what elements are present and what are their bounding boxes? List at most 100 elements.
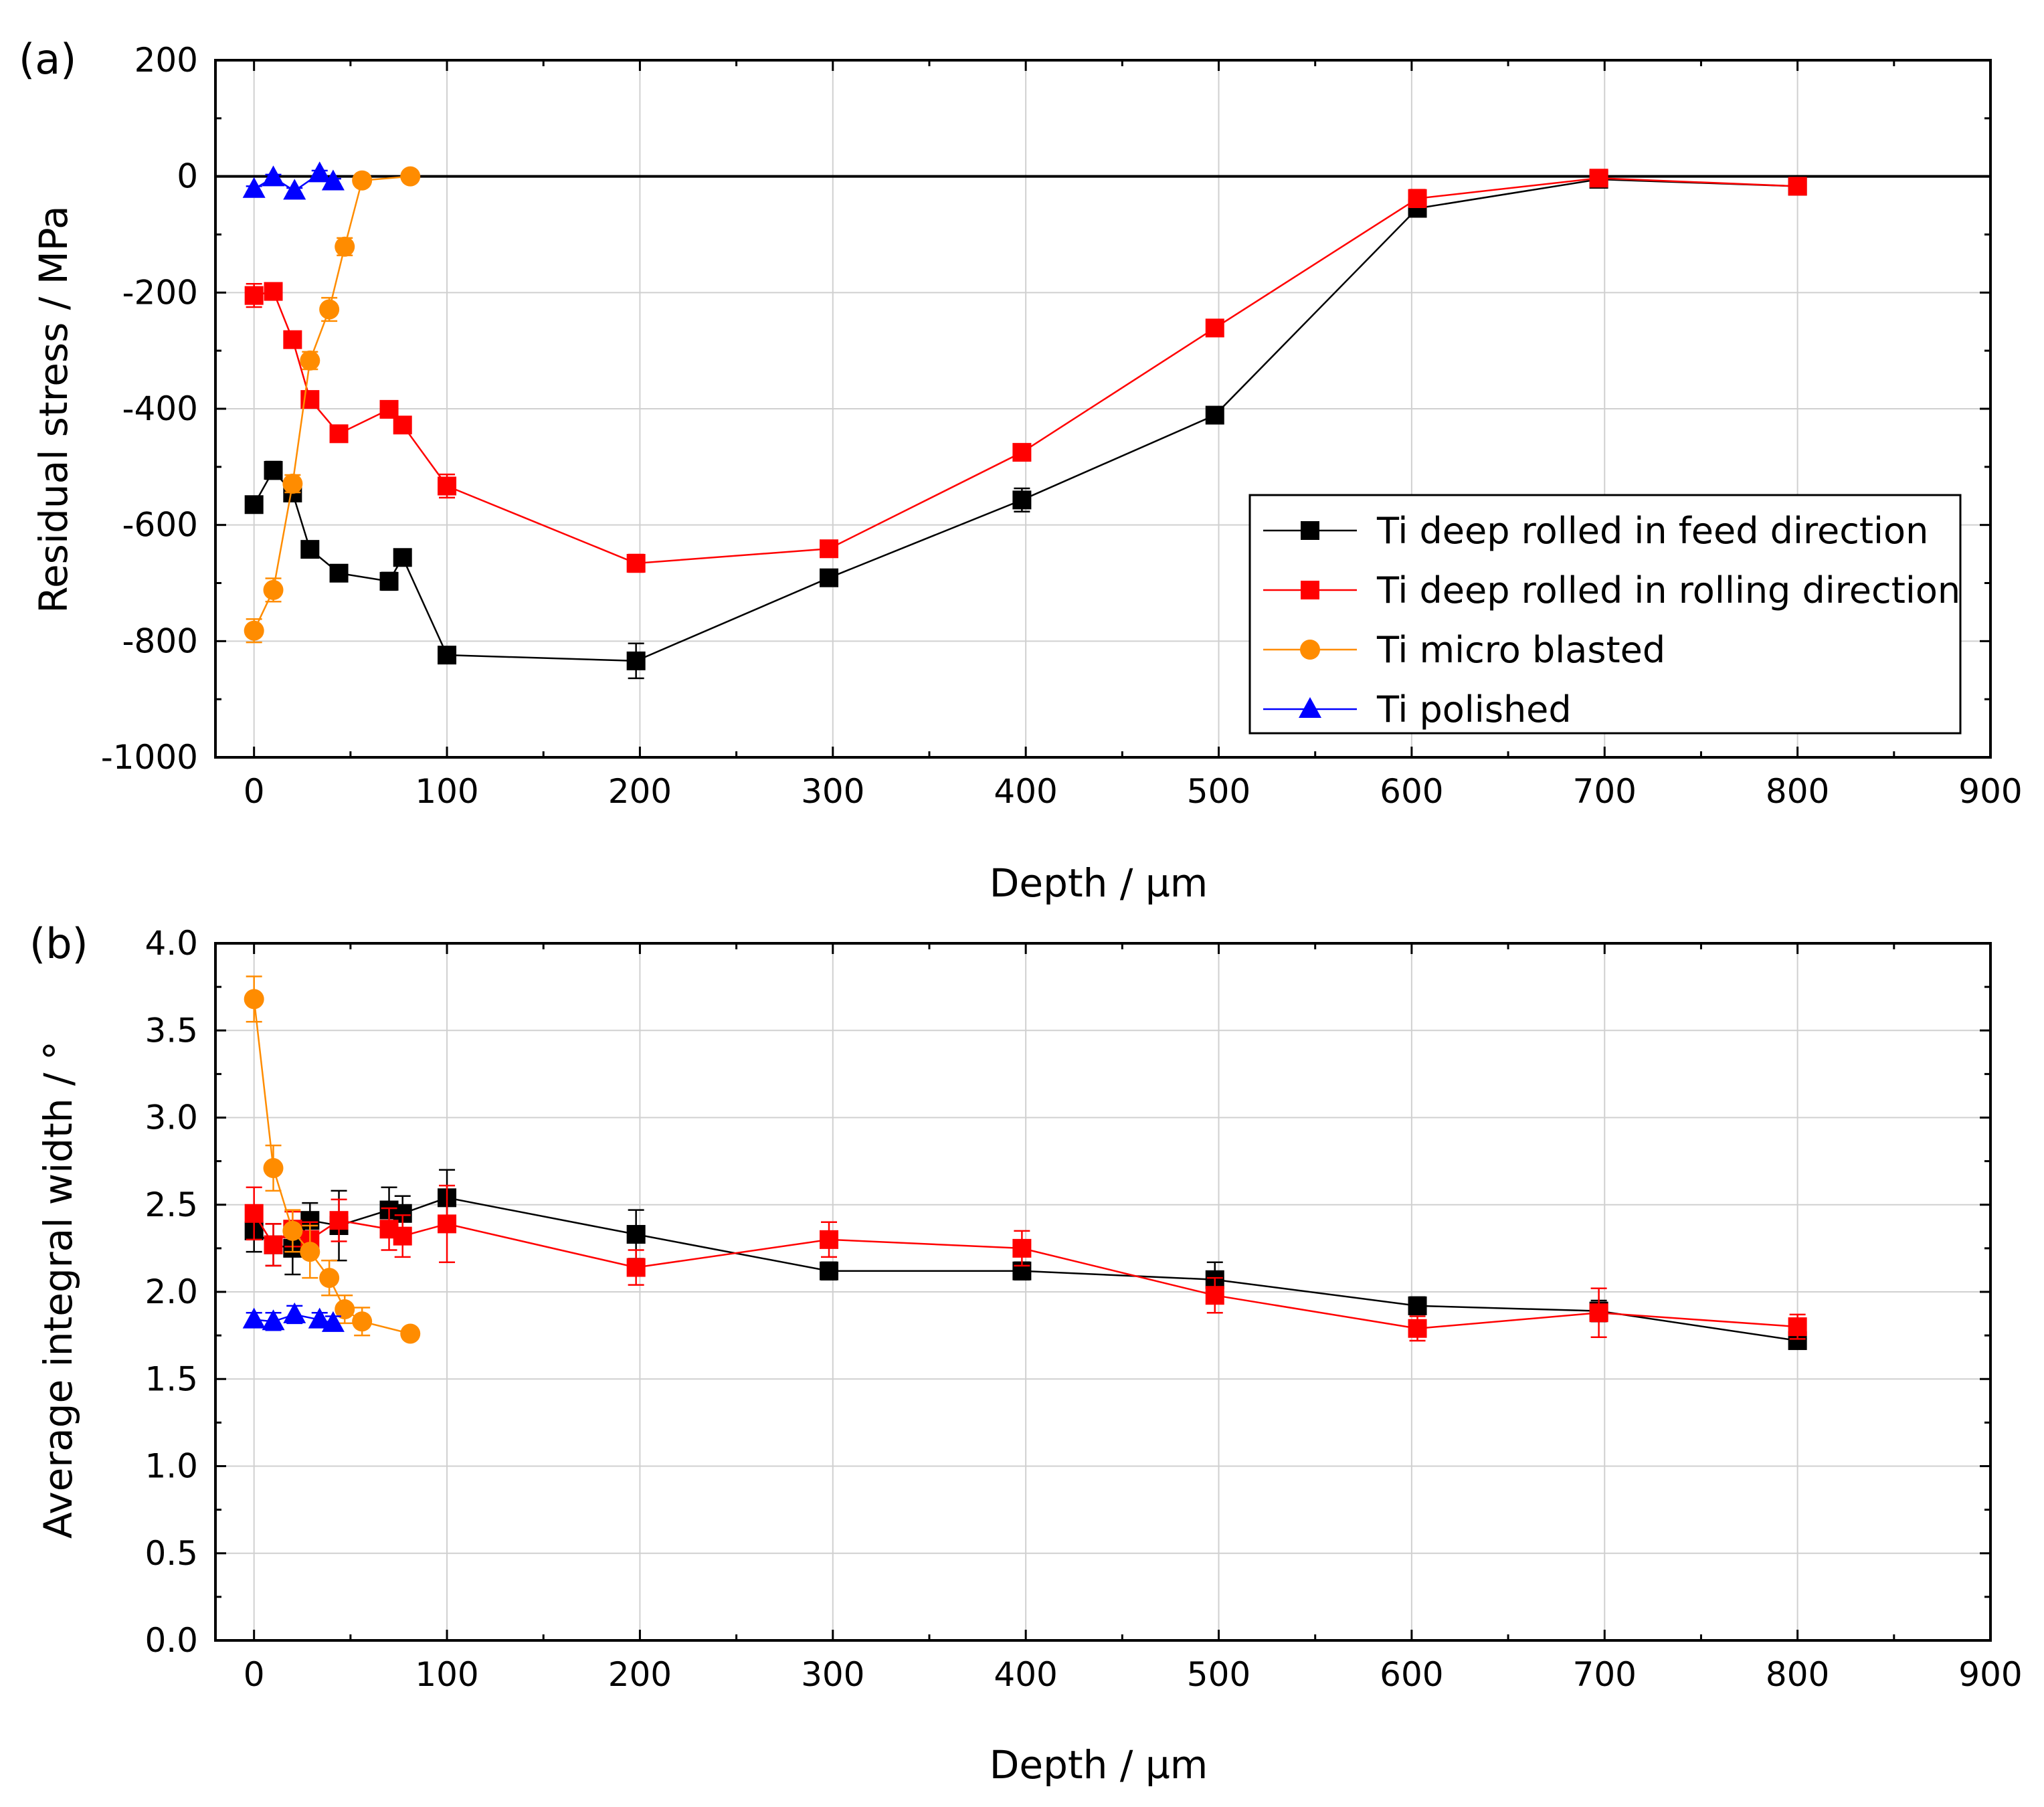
legend: Ti deep rolled in feed direction Ti deep … bbox=[1248, 494, 1962, 735]
legend-marker bbox=[1301, 581, 1319, 599]
panel-a-point-feed bbox=[264, 461, 283, 480]
panel-a-point-polished bbox=[283, 179, 306, 200]
panel-b-x-tick-label: 100 bbox=[415, 1655, 478, 1694]
panel-a-point-feed bbox=[393, 548, 412, 567]
panel-b-x-tick-label: 600 bbox=[1380, 1655, 1443, 1694]
panel-b-x-tick-label: 0 bbox=[244, 1655, 265, 1694]
panel-a-point-rolling bbox=[1205, 318, 1224, 338]
panel-a-x-tick-label: 100 bbox=[415, 772, 478, 811]
panel-b-point-rolling bbox=[264, 1235, 283, 1254]
legend-entry-blasted: Ti micro blasted bbox=[1263, 629, 1665, 671]
panel-b-point-feed bbox=[1408, 1296, 1427, 1315]
panel-a-point-blasted bbox=[335, 236, 355, 257]
panel-b-point-rolling bbox=[329, 1211, 349, 1230]
panel-a-ticks: 0 100 200 300 400 500 600 700 800 900 -1000 -800 -60… bbox=[101, 41, 2023, 811]
panel-a-y-tick-label: 200 bbox=[134, 41, 198, 80]
legend-label: Ti deep rolled in rolling direction bbox=[1376, 569, 1960, 611]
panel-a-y-tick-label: -400 bbox=[122, 389, 198, 428]
panel-b-point-blasted bbox=[244, 989, 264, 1010]
panel-a-x-tick-label: 200 bbox=[608, 772, 672, 811]
panel-b-grid bbox=[215, 943, 1990, 1640]
panel-b-point-feed bbox=[820, 1261, 839, 1280]
panel-b-point-rolling bbox=[1788, 1317, 1807, 1337]
panel-a-point-rolling bbox=[820, 539, 839, 559]
panel-a-point-rolling bbox=[264, 282, 283, 301]
panel-b-point-rolling bbox=[393, 1226, 412, 1246]
panel-b-point-blasted bbox=[400, 1323, 421, 1344]
panel-b-point-polished bbox=[262, 1309, 285, 1331]
panel-b-point-polished bbox=[321, 1311, 345, 1332]
panel-a-point-blasted bbox=[400, 166, 421, 187]
panel-b-point-feed bbox=[626, 1225, 646, 1244]
panel-a-series-polished bbox=[242, 161, 345, 200]
panel-b-y-tick-label: 2.5 bbox=[145, 1185, 198, 1224]
panel-a-point-rolling bbox=[1012, 443, 1032, 462]
panel-a-point-feed bbox=[329, 563, 349, 583]
panel-b-y-tick-label: 1.0 bbox=[145, 1447, 198, 1486]
panel-b-y-tick-label: 0.0 bbox=[145, 1621, 198, 1660]
panel-a-series-blasted bbox=[244, 166, 421, 644]
panel-a-point-rolling bbox=[329, 424, 349, 444]
panel-a-data bbox=[242, 161, 1807, 680]
panel-a-point-feed bbox=[1205, 405, 1224, 425]
panel-b-point-rolling bbox=[1589, 1303, 1608, 1323]
panel-b-x-tick-label: 500 bbox=[1187, 1655, 1250, 1694]
panel-b-point-blasted bbox=[352, 1311, 373, 1332]
panel-a-point-rolling bbox=[1589, 169, 1608, 188]
panel-a-point-rolling bbox=[379, 399, 399, 419]
panel-b-point-rolling bbox=[244, 1204, 264, 1223]
panel-a-point-blasted bbox=[319, 299, 340, 320]
panel-a-point-feed bbox=[1012, 490, 1032, 510]
panel-a-y-tick-label: -800 bbox=[122, 622, 198, 660]
panel-a-point-blasted bbox=[244, 620, 264, 641]
panel-b-point-blasted bbox=[319, 1268, 340, 1289]
panel-a-residual-stress: 0 100 200 300 400 500 600 700 800 900 -1000 -800 -60… bbox=[19, 35, 2023, 906]
panel-b-integral-width: 0 100 200 300 400 500 600 700 800 900 0.0 0.5 1.0 1.5… bbox=[29, 919, 2023, 1788]
panel-a-point-rolling bbox=[1408, 189, 1427, 208]
panel-b-point-polished bbox=[242, 1307, 266, 1329]
panel-a-point-feed bbox=[626, 651, 646, 670]
panel-b-x-tick-label: 800 bbox=[1766, 1655, 1829, 1694]
panel-b-point-blasted bbox=[335, 1299, 355, 1320]
panel-b-point-rolling bbox=[1408, 1319, 1427, 1338]
panel-b-x-tick-label: 400 bbox=[994, 1655, 1057, 1694]
panel-b-point-blasted bbox=[263, 1158, 284, 1179]
panel-a-x-tick-label: 500 bbox=[1187, 772, 1250, 811]
legend-entry-rolling: Ti deep rolled in rolling direction bbox=[1263, 569, 1960, 611]
panel-a-point-feed bbox=[438, 646, 457, 665]
panel-a-y-tick-label: -600 bbox=[122, 506, 198, 545]
panel-a-point-rolling bbox=[283, 330, 302, 349]
panel-b-y-axis-title: Average integral width / ° bbox=[35, 1041, 81, 1539]
panel-a-line-blasted bbox=[253, 175, 411, 632]
panel-a-x-axis-title: Depth / µm bbox=[990, 860, 1208, 906]
panel-a-x-tick-label: 700 bbox=[1573, 772, 1637, 811]
panel-b-label: (b) bbox=[29, 919, 88, 968]
panel-a-point-rolling bbox=[244, 286, 264, 305]
panel-a-point-blasted bbox=[263, 579, 284, 600]
panel-a-point-blasted bbox=[300, 350, 320, 371]
panel-a-point-rolling bbox=[438, 476, 457, 496]
panel-a-point-rolling bbox=[1788, 177, 1807, 196]
panel-a-x-tick-label: 900 bbox=[1958, 772, 2022, 811]
panel-a-point-feed bbox=[244, 495, 264, 514]
panel-a-x-tick-label: 0 bbox=[244, 772, 265, 811]
panel-a-point-blasted bbox=[352, 170, 373, 191]
panel-b-point-rolling bbox=[820, 1230, 839, 1249]
legend-label: Ti micro blasted bbox=[1376, 629, 1665, 671]
panel-a-y-axis-title: Residual stress / MPa bbox=[31, 205, 76, 613]
panel-b-data bbox=[242, 975, 1807, 1350]
panel-a-series-rolling bbox=[244, 169, 1807, 573]
panel-a-point-polished bbox=[308, 161, 331, 183]
panel-b-point-polished bbox=[283, 1302, 306, 1323]
panel-b-x-tick-label: 700 bbox=[1573, 1655, 1637, 1694]
panel-a-point-feed bbox=[300, 540, 320, 559]
panel-b-y-tick-label: 3.0 bbox=[145, 1099, 198, 1137]
legend-marker bbox=[1300, 640, 1320, 660]
panel-b-y-tick-label: 1.5 bbox=[145, 1359, 198, 1398]
panel-b-x-tick-label: 900 bbox=[1958, 1655, 2022, 1694]
panel-b-y-tick-label: 0.5 bbox=[145, 1534, 198, 1573]
panel-b-point-rolling bbox=[438, 1214, 457, 1234]
legend-entry-feed: Ti deep rolled in feed direction bbox=[1263, 510, 1928, 552]
panel-a-point-rolling bbox=[626, 553, 646, 573]
